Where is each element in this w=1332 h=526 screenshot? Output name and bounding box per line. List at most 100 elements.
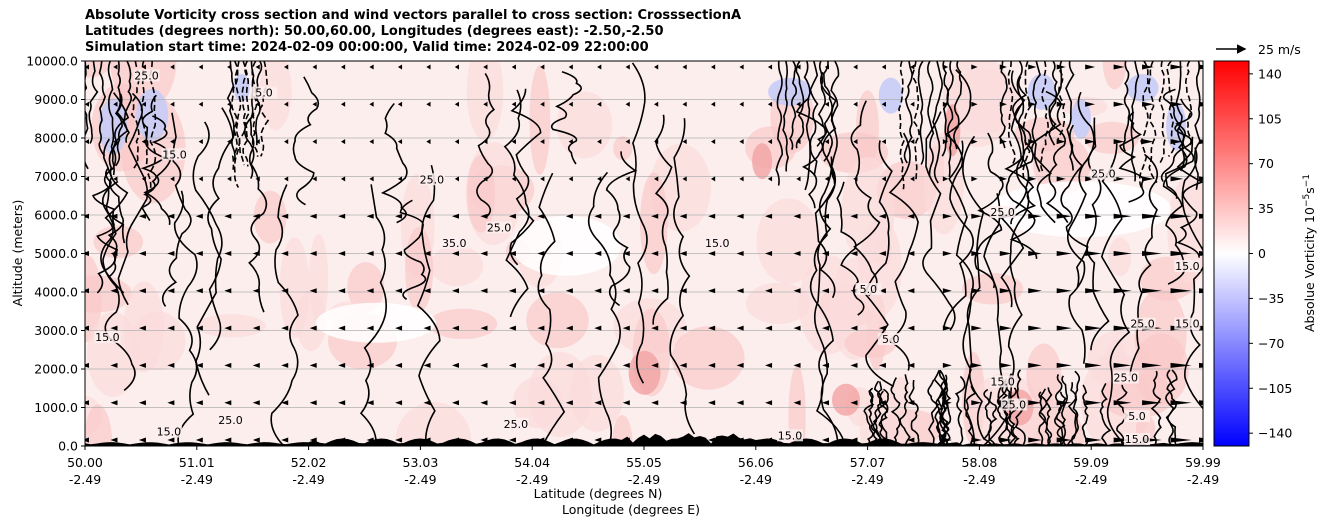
contour-line <box>1181 147 1203 410</box>
wind-vector <box>1170 437 1192 443</box>
wind-vector <box>366 400 374 406</box>
contour-line <box>1000 378 1012 446</box>
wind-vector <box>710 139 716 145</box>
wind-vector <box>679 251 687 256</box>
wind-vector <box>651 213 659 219</box>
wind-vector <box>765 325 773 331</box>
contour-line <box>830 61 840 180</box>
contour-line <box>1130 61 1140 182</box>
wind-vector <box>540 139 545 145</box>
contour-label-bg <box>155 425 182 438</box>
contour-labels: 25.0 5.0 15.0 25.0 25.0 35.0 25.0 15.0 15.0 15.0 5… <box>94 69 1201 446</box>
contour-line <box>1081 384 1089 446</box>
wind-vector <box>1085 400 1102 406</box>
contour-line <box>101 180 136 392</box>
wind-vector <box>910 176 915 182</box>
contour-line <box>244 114 268 313</box>
y-tick-label: 10000.0 <box>26 54 78 69</box>
contour-label: 25.0 <box>487 221 512 234</box>
wind-vector <box>170 101 175 107</box>
wind-vector <box>853 64 858 70</box>
contour-line <box>380 102 408 224</box>
vorticity-patch <box>1102 61 1127 90</box>
wind-vector <box>878 400 886 406</box>
wind-vector <box>1170 251 1192 256</box>
wind-vector <box>999 176 1007 182</box>
contour-line <box>927 61 935 177</box>
wind-vector <box>594 325 602 331</box>
wind-vector <box>138 251 146 256</box>
y-tick-label: 2000.0 <box>34 362 78 377</box>
contour-line <box>147 61 157 191</box>
contour-line <box>96 138 125 294</box>
wind-vector <box>971 101 978 107</box>
contour-line <box>161 112 192 307</box>
wind-vector <box>508 362 516 368</box>
wind-vector <box>679 325 687 331</box>
contour-line <box>1005 102 1038 260</box>
contour-line <box>1045 68 1069 224</box>
contour-label: 25.0 <box>1130 318 1155 331</box>
wind-vector <box>338 213 346 219</box>
wind-vector <box>338 251 346 256</box>
wind-vector <box>767 139 773 145</box>
contour-line <box>233 61 242 188</box>
wind-vector <box>1142 400 1162 406</box>
vorticity-contours <box>85 61 1203 446</box>
wind-vector <box>309 213 317 219</box>
wind-vector <box>568 101 573 107</box>
wind-vector <box>508 213 516 219</box>
contour-line <box>1061 375 1068 446</box>
colorbar-tick-label: −70 <box>1258 336 1284 351</box>
contour-line <box>1022 61 1032 182</box>
wind-vector <box>508 325 516 331</box>
wind-vector <box>793 251 801 256</box>
wind-vector <box>1142 213 1162 219</box>
wind-vector <box>340 139 346 145</box>
wind-vector <box>710 64 716 70</box>
contour-label: 25.0 <box>1114 372 1139 385</box>
wind-vector <box>338 400 346 406</box>
contour-line <box>1176 136 1203 258</box>
contour-line <box>100 92 130 294</box>
wind-vector <box>907 213 915 219</box>
wind-vector <box>1199 101 1203 107</box>
contour-label: 25.0 <box>134 69 159 82</box>
wind-vector <box>1028 64 1037 70</box>
contour-line <box>1118 111 1145 203</box>
wind-vector <box>910 64 915 70</box>
contour-line <box>1165 98 1195 200</box>
wind-vector <box>971 176 978 182</box>
wind-vector <box>1113 101 1125 107</box>
y-tick-label: 5000.0 <box>34 246 78 261</box>
contour-label: 25.0 <box>218 414 243 427</box>
colorbar: 140 105 70 35 0 −35 −70 −105 −140 Absolue Vortic… <box>1213 60 1317 447</box>
vorticity-patch <box>85 404 113 446</box>
wind-vector <box>907 288 915 294</box>
wind-vector <box>397 64 403 70</box>
contour-line <box>954 375 966 446</box>
wind-vector <box>340 101 346 107</box>
wind-vector <box>454 101 459 107</box>
wind-vector <box>255 64 260 70</box>
wind-vector <box>198 64 203 70</box>
wind-vector <box>1113 325 1132 331</box>
wind-vector <box>942 362 952 368</box>
wind-vector <box>113 101 118 107</box>
x-tick-label-lat: 58.08 <box>962 455 998 470</box>
contour-line <box>795 61 805 149</box>
wind-vector <box>85 400 89 406</box>
wind-vector <box>565 362 573 368</box>
wind-vector <box>113 64 118 70</box>
vorticity-patch <box>841 156 895 264</box>
wind-vector <box>850 400 858 406</box>
contour-label-bg <box>133 69 160 82</box>
y-axis-label: Altitude (meters) <box>10 200 25 307</box>
wind-vector <box>1085 139 1096 145</box>
terrain <box>85 433 1203 446</box>
wind-vector <box>971 362 982 368</box>
contour-line <box>98 61 107 157</box>
contour-line <box>1099 382 1112 446</box>
wind-vector <box>338 288 346 294</box>
contour-line <box>1129 153 1159 376</box>
